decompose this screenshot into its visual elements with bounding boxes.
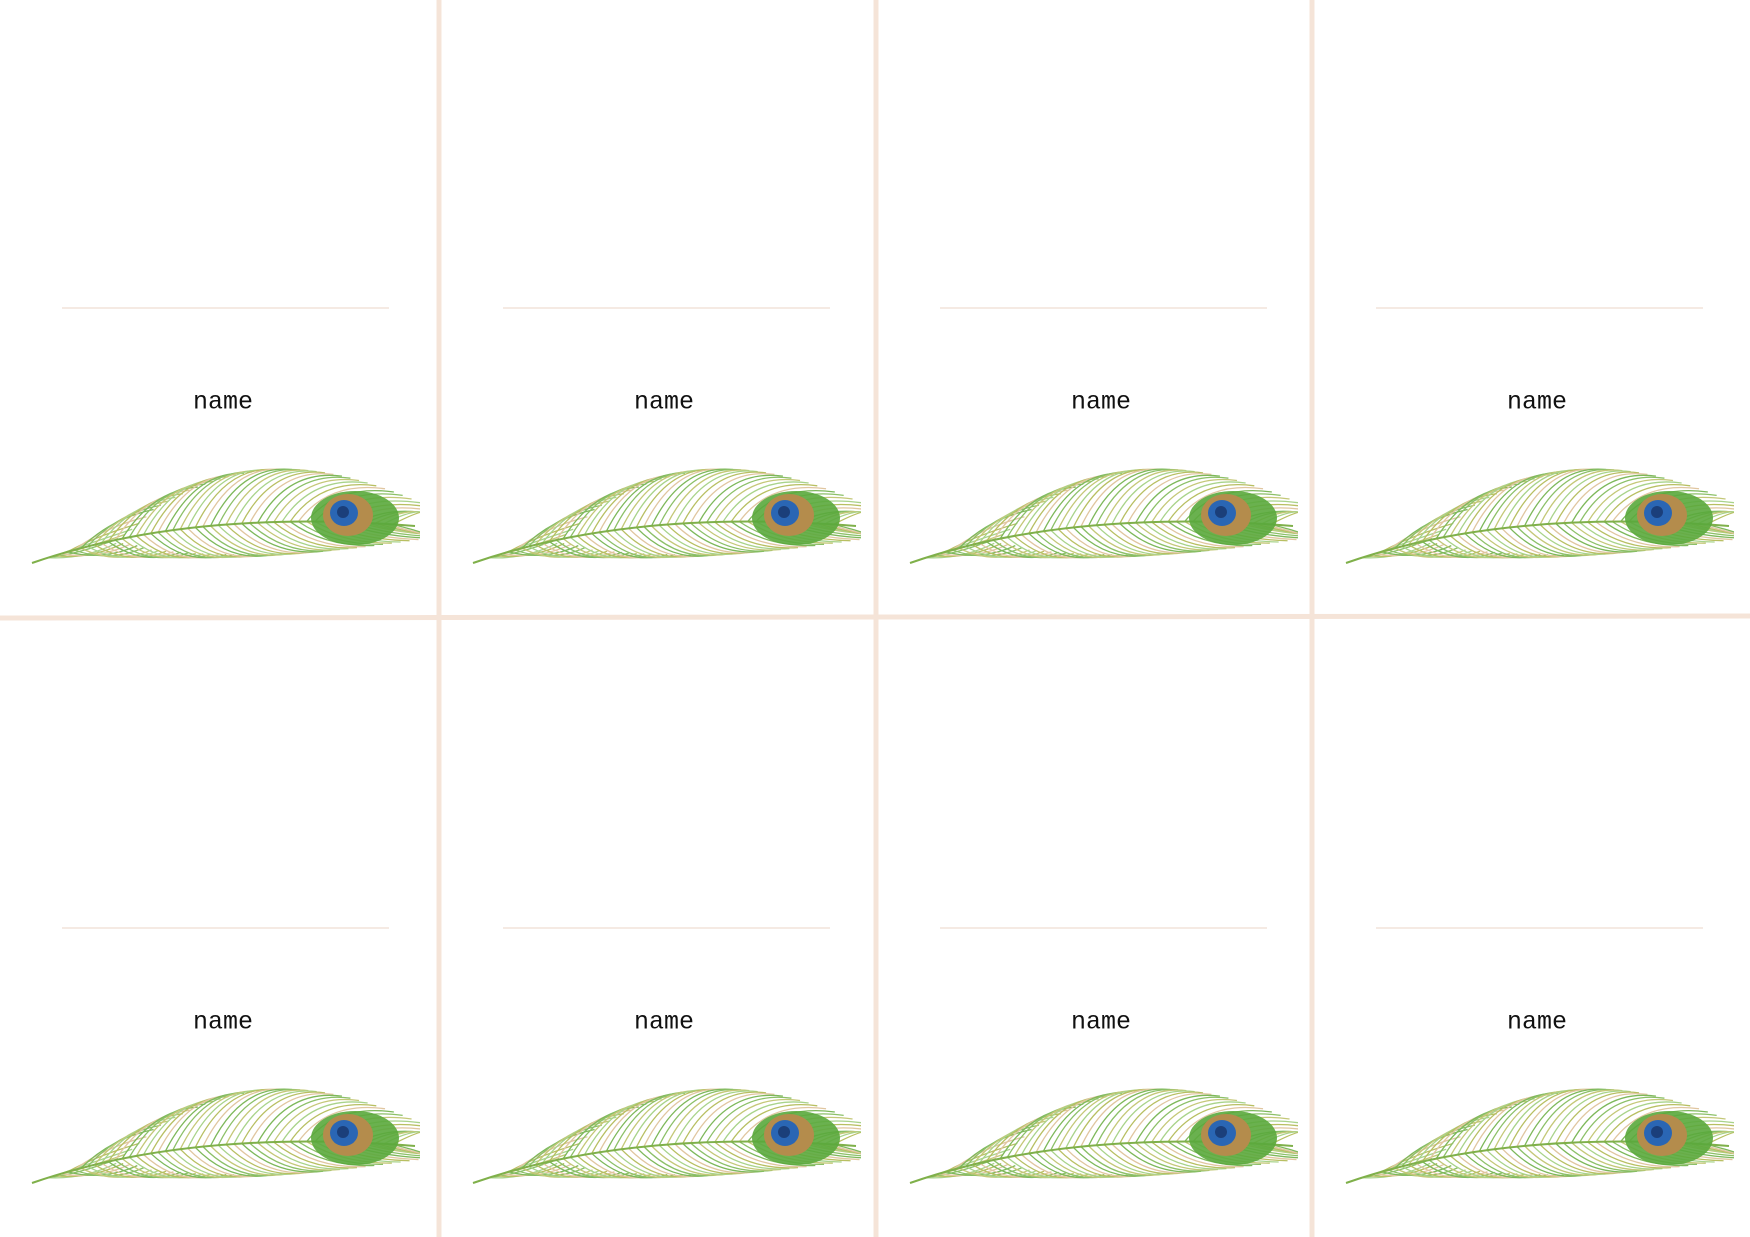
- guest-name: name: [1507, 1008, 1567, 1037]
- place-card: name: [31, 307, 420, 564]
- guest-name: name: [1071, 1008, 1131, 1037]
- place-card: name: [31, 927, 420, 1184]
- place-card: name: [1345, 927, 1734, 1184]
- guest-name: name: [634, 388, 694, 417]
- guest-name: name: [193, 1008, 253, 1037]
- cut-line: [0, 613, 1750, 621]
- guest-name: name: [193, 388, 253, 417]
- guest-name: name: [1507, 388, 1567, 417]
- place-card: name: [472, 307, 861, 564]
- place-card: name: [1345, 307, 1734, 564]
- place-card: name: [472, 927, 861, 1184]
- cards: name name name name name name name name: [31, 307, 1734, 1184]
- place-card: name: [909, 307, 1298, 564]
- guest-name: name: [1071, 388, 1131, 417]
- guest-name: name: [634, 1008, 694, 1037]
- place-card: name: [909, 927, 1298, 1184]
